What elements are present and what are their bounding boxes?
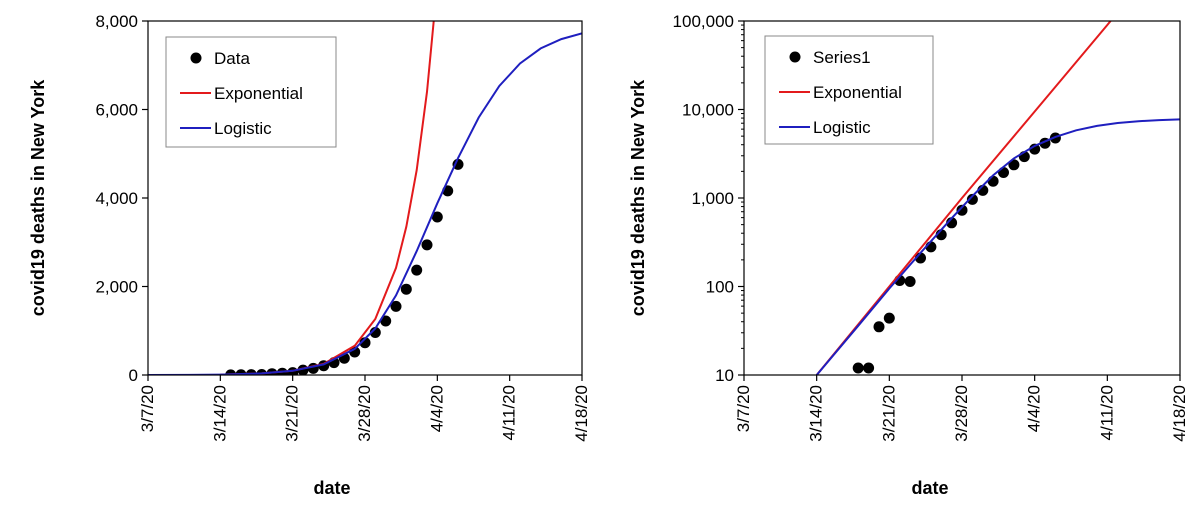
panel-2-y-tick-label: 10 bbox=[715, 366, 734, 385]
panel-1-data-point bbox=[359, 337, 371, 349]
panel-2-y-tick-label: 1,000 bbox=[691, 189, 734, 208]
panel-2-x-tick-label: 3/7/20 bbox=[734, 385, 753, 432]
panel-2-x-tick-label: 4/18/20 bbox=[1170, 385, 1189, 442]
panel-2-y-tick-label: 100,000 bbox=[673, 12, 734, 31]
panel-1-y-tick-label: 6,000 bbox=[95, 101, 138, 120]
panel-1-data-point bbox=[400, 283, 412, 295]
panel-2-data-point bbox=[863, 362, 875, 374]
panel-2-data-point bbox=[966, 193, 978, 205]
panel-1-x-tick-label: 3/28/20 bbox=[355, 385, 374, 442]
panel-2-data-point bbox=[1029, 143, 1041, 155]
panel-1-y-axis-title: covid19 deaths in New York bbox=[28, 79, 48, 316]
panel-1-x-tick-label: 4/18/20 bbox=[572, 385, 591, 442]
panel-1-y-tick-label: 0 bbox=[129, 366, 138, 385]
panel-2: 10 100 1,000 10,000 100,000 3/7/20 3/14/20 3/21… bbox=[628, 12, 1189, 498]
panel-1-data-point bbox=[431, 211, 443, 223]
panel-1-data-point bbox=[452, 158, 464, 170]
panel-1-legend-label-logistic: Logistic bbox=[214, 119, 272, 138]
panel-1-legend-label-data: Data bbox=[214, 49, 250, 68]
panel-2-x-tick-label: 3/21/20 bbox=[879, 385, 898, 442]
panel-1-legend-marker-data bbox=[190, 52, 202, 64]
panel-1-x-tick-label: 3/14/20 bbox=[210, 385, 229, 442]
panel-1-data-point bbox=[421, 239, 433, 251]
panel-2-data-point bbox=[998, 167, 1009, 178]
panel-2-x-tick-label: 3/14/20 bbox=[807, 385, 826, 442]
panel-2-data-point bbox=[873, 321, 885, 333]
panel-1-data-point bbox=[369, 327, 381, 338]
panel-2-data-point bbox=[987, 175, 999, 187]
panel-1-x-axis-title: date bbox=[313, 478, 350, 498]
panel-1-y-tick-label: 4,000 bbox=[95, 189, 138, 208]
panel-2-logistic-line bbox=[815, 118, 1180, 375]
panel-2-data-point bbox=[1008, 159, 1020, 171]
panel-2-y-axis-title: covid19 deaths in New York bbox=[628, 79, 648, 316]
panel-1-data-point bbox=[390, 300, 402, 312]
panel-2-x-tick-label: 4/4/20 bbox=[1025, 385, 1044, 432]
panel-2-x-axis-title: date bbox=[911, 478, 948, 498]
panel-2-legend-label-logistic: Logistic bbox=[813, 118, 871, 137]
panel-2-exponential-line bbox=[815, 21, 1112, 375]
panel-1-x-tick-label: 3/7/20 bbox=[138, 385, 157, 432]
panel-2-legend-label-exponential: Exponential bbox=[813, 83, 902, 102]
panel-2-data-point bbox=[852, 362, 864, 374]
panel-1-x-tick-label: 4/11/20 bbox=[500, 385, 519, 440]
panel-1-x-tick-label: 3/21/20 bbox=[283, 385, 302, 442]
panel-2-legend-label-series1: Series1 bbox=[813, 48, 871, 67]
panel-1-legend-label-exponential: Exponential bbox=[214, 84, 303, 103]
panel-2-y-tick-label: 100 bbox=[706, 278, 734, 297]
panel-2-x-tick-label: 4/11/20 bbox=[1097, 385, 1116, 440]
panel-1-y-tick-label: 8,000 bbox=[95, 12, 138, 31]
panel-2-data-point bbox=[883, 312, 895, 324]
panel-2-data-point bbox=[956, 204, 968, 216]
panel-1-y-tick-label: 2,000 bbox=[95, 278, 138, 297]
panel-2-legend-marker-data bbox=[789, 51, 801, 63]
panel-2-y-tick-label: 10,000 bbox=[682, 101, 734, 120]
panel-2-data-point bbox=[904, 276, 916, 287]
panel-1-x-tick-label: 4/4/20 bbox=[427, 385, 446, 432]
panel-1-data-point bbox=[276, 367, 288, 375]
panel-2-x-tick-label: 3/28/20 bbox=[952, 385, 971, 442]
panel-1-data-point bbox=[411, 264, 423, 276]
panel-1-logistic-line bbox=[148, 32, 582, 375]
panel-1-data-point bbox=[380, 315, 392, 327]
panel-1: 0 2,000 4,000 6,000 8,000 3/7/20 3/14/20 3/21/2… bbox=[28, 12, 591, 498]
